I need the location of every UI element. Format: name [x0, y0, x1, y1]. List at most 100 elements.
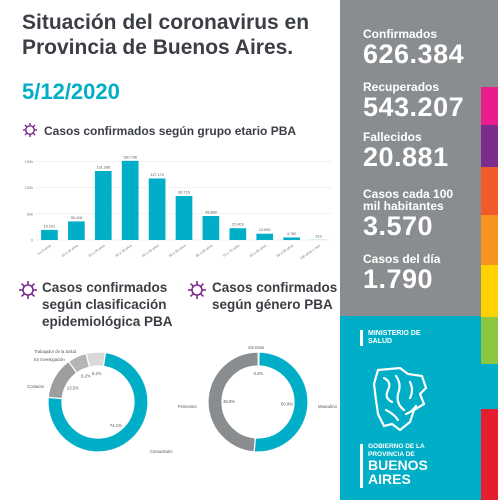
stat-label: Casos del día	[363, 252, 441, 266]
stripe-green	[481, 317, 498, 364]
stripe-cyan	[481, 364, 498, 409]
stat-label-line-1: Casos cada 100	[363, 187, 454, 201]
main-panel: Situación del coronavirus en Provincia d…	[19, 10, 338, 454]
category-label: 60 a 69 años	[195, 243, 214, 258]
bar-value-label: 22.403	[232, 223, 244, 227]
y-tick-label: 0	[31, 239, 33, 243]
y-tick-label: 50k	[27, 212, 33, 216]
bar	[283, 237, 300, 240]
ministerio-line-1: MINISTERIO DE	[368, 330, 421, 337]
epi-donut-chart: 74.1% Comunitario 13.5% Contacto 6.2% En Inve…	[27, 349, 173, 454]
bar	[202, 216, 220, 240]
stat-casos-dia: Casos del día 1.790	[363, 253, 440, 294]
slice-name-label: Comunitario	[150, 449, 173, 454]
slice-percent-label: 48.9%	[223, 399, 235, 404]
slice-name-label: Masculino	[318, 404, 338, 409]
epi-chart-title: Casos confirmados según clasificación ep…	[42, 279, 173, 330]
stat-value: 543.207	[363, 92, 465, 122]
category-label: 20 a 29 años	[87, 243, 106, 258]
slice-percent-label: 74.1%	[110, 423, 122, 428]
bar-value-label: 19.291	[44, 224, 56, 228]
gobierno-text: GOBIERNO DE LA PROVINCIA DE BUENOS AIRES	[368, 443, 428, 486]
stripe-pink	[481, 87, 498, 125]
slice-percent-label: 50.9%	[281, 401, 293, 406]
stat-label: Recuperados	[363, 80, 440, 94]
bar-value-label: 83.716	[178, 191, 190, 195]
slice-name-label: Femenino	[178, 404, 197, 409]
gobierno-line-1: GOBIERNO DE LA	[368, 443, 425, 450]
logo-bar	[360, 444, 363, 488]
category-label: 10 a 19 años	[61, 243, 80, 258]
slice-percent-label: 0.2%	[254, 371, 264, 376]
page-title: Situación del coronavirus en Provincia d…	[22, 10, 322, 60]
report-date: 5/12/2020	[22, 79, 120, 104]
slice-percent-label: 13.5%	[67, 386, 79, 391]
epi-title-line-1: Casos confirmados	[42, 280, 168, 295]
bar	[175, 196, 193, 240]
stripe-orange	[481, 167, 498, 215]
stat-fallecidos: Fallecidos 20.881	[363, 131, 449, 172]
stripe-red	[481, 409, 498, 500]
stat-casos-100mil: Casos cada 100 mil habitantes 3.570	[363, 188, 453, 241]
ministerio-logo: MINISTERIO DE SALUD GOBIERNO DE LA PROVI…	[340, 316, 481, 500]
title-line-1: Situación del coronavirus en	[22, 11, 310, 34]
stat-label: Fallecidos	[363, 130, 422, 144]
bar	[121, 160, 139, 240]
bar-value-label: 12.000	[259, 228, 271, 232]
stripe-amber	[481, 215, 498, 265]
bar-value-label: 45.684	[205, 211, 217, 215]
bar	[41, 229, 58, 240]
age-bar-chart: 0 50k 100k 150k 19.291 0 a 9 años 35.416 10 a 1…	[25, 155, 332, 261]
gobierno-line-4: AIRES	[368, 471, 411, 487]
bar-value-label: 117.170	[150, 173, 163, 177]
slice-name-label: Sin Dato	[248, 345, 265, 350]
category-label: 80 a 89 años	[249, 243, 268, 258]
stat-label: Confirmados	[363, 27, 438, 41]
category-label: 100 años y más	[299, 243, 321, 260]
stripe-gray	[481, 0, 498, 87]
category-label: 0 a 9 años	[37, 243, 53, 256]
virus-icon	[188, 281, 206, 299]
donut-slice	[85, 351, 107, 368]
stat-value: 626.384	[363, 39, 465, 69]
title-line-2: Provincia de Buenos Aires.	[22, 36, 294, 59]
slice-percent-label: 6.2%	[92, 371, 102, 376]
y-tick-label: 150k	[25, 160, 33, 164]
gobierno-line-2: PROVINCIA DE	[368, 450, 415, 458]
bar-value-label: 35.416	[71, 216, 83, 220]
gender-title-line-2: según género PBA	[212, 297, 333, 312]
virus-icon	[23, 123, 37, 137]
ministerio-text: MINISTERIO DE SALUD	[368, 330, 421, 346]
bar	[68, 221, 85, 240]
stat-recuperados: Recuperados 543.207	[363, 81, 464, 122]
donut-slice	[47, 351, 149, 453]
stat-confirmados: Confirmados 626.384	[363, 28, 464, 69]
gender-donut-chart: 50.9% Masculino 48.9% Femenino 0.2% Sin Dato	[178, 345, 338, 453]
stat-value: 20.881	[363, 142, 449, 172]
bar	[148, 178, 166, 240]
stat-value: 3.570	[363, 211, 434, 241]
stripe-yellow	[481, 265, 498, 317]
bar-value-label: 4.780	[287, 232, 297, 236]
age-chart-title: Casos confirmados según grupo etario PBA	[44, 124, 297, 138]
bar	[94, 171, 112, 240]
category-label: 70 a 79 años	[222, 243, 241, 258]
category-label: 50 a 59 años	[168, 243, 187, 258]
epi-title-line-2: según clasificación	[42, 297, 167, 312]
category-label: 40 a 49 años	[141, 243, 160, 258]
province-map-icon	[372, 366, 428, 432]
epi-title-line-3: epidemiológica PBA	[42, 314, 173, 329]
category-label: 90 a 99 años	[276, 243, 295, 258]
bar-value-label: 150.796	[123, 155, 137, 159]
bar	[256, 233, 274, 240]
stat-label-line-2: mil habitantes	[363, 199, 444, 213]
stat-value: 1.790	[363, 264, 434, 294]
bar	[229, 228, 247, 240]
gender-title-line-1: Casos confirmados	[212, 280, 338, 295]
stripe-purple	[481, 125, 498, 167]
slice-name-label: En Investigación	[34, 357, 65, 362]
slice-name-label: Contacto	[27, 384, 44, 389]
ministerio-line-2: SALUD	[368, 338, 393, 345]
donut-slice	[257, 351, 260, 367]
logo-bar	[360, 330, 363, 346]
